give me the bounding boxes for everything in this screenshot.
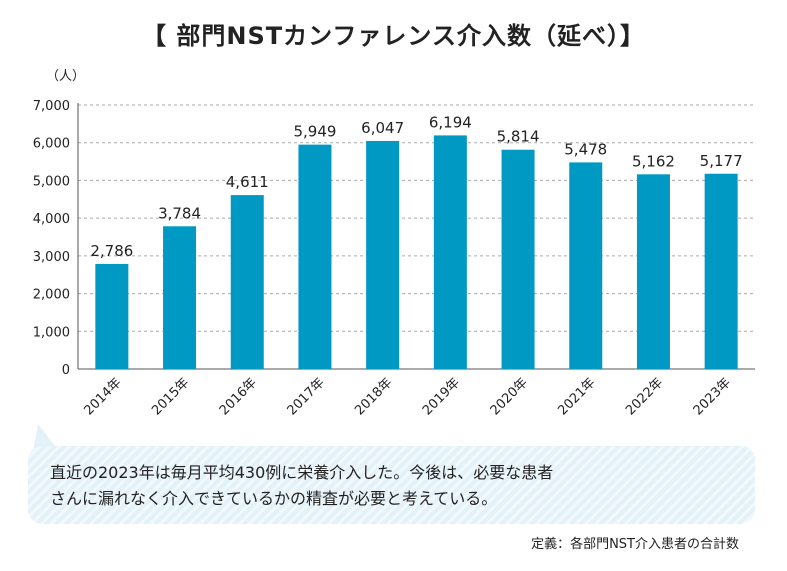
x-tick-label: 2014年 (81, 375, 124, 418)
bar (230, 195, 264, 369)
x-tick-label: 2023年 (691, 375, 734, 418)
data-label: 6,194 (429, 113, 472, 131)
y-tick-label: 5,000 (33, 174, 70, 189)
bar (636, 174, 670, 369)
bar (569, 162, 603, 369)
x-tick-label: 2022年 (623, 375, 666, 418)
bar (704, 173, 738, 369)
y-tick-label: 4,000 (33, 212, 70, 227)
bar (95, 263, 129, 369)
definition-footnote: 定義：各部門NST介入患者の合計数 (531, 537, 739, 552)
bars (95, 135, 738, 369)
chart-title: 【 部門NSTカンファレンス介入数（延べ）】 (142, 22, 645, 50)
data-label: 6,047 (361, 119, 404, 137)
y-tick-label: 2,000 (33, 288, 70, 303)
x-tick-label: 2020年 (488, 375, 531, 418)
x-tick-label: 2021年 (555, 375, 598, 418)
data-label: 5,162 (632, 152, 675, 170)
bar (163, 226, 197, 369)
note-text: 直近の2023年は毎月平均430例に栄養介入した。今後は、必要な患者 さんに漏れ… (50, 460, 750, 512)
x-tick-label: 2019年 (420, 375, 463, 418)
data-label: 5,177 (700, 152, 743, 170)
y-unit-label: （人） (46, 69, 85, 84)
data-label: 2,786 (90, 242, 133, 260)
data-label: 5,949 (293, 123, 336, 141)
bar (366, 140, 400, 369)
bar-chart: （人） 0 1,000 2,000 3,000 4,000 5,000 6,000 7,000 2… (33, 69, 755, 418)
data-label: 5,478 (564, 140, 607, 158)
bar (501, 149, 535, 369)
note-box (28, 446, 755, 524)
bar (433, 135, 467, 369)
note-line-2: さんに漏れなく介入できているかの精査が必要と考えている。 (50, 489, 498, 508)
data-label: 5,814 (497, 128, 540, 146)
x-tick-label: 2016年 (217, 375, 260, 418)
y-tick-label: 6,000 (33, 137, 70, 152)
y-tick-label: 7,000 (33, 99, 70, 114)
data-label: 4,611 (226, 173, 269, 191)
x-tick-label: 2015年 (149, 375, 192, 418)
y-tick-label: 1,000 (33, 325, 70, 340)
y-tick-label: 0 (62, 363, 70, 378)
x-tick-label: 2018年 (352, 375, 395, 418)
data-label: 3,784 (158, 204, 201, 222)
note-line-1: 直近の2023年は毎月平均430例に栄養介入した。今後は、必要な患者 (50, 463, 554, 482)
x-tick-label: 2017年 (285, 375, 328, 418)
y-tick-label: 3,000 (33, 250, 70, 265)
bar (298, 144, 332, 369)
